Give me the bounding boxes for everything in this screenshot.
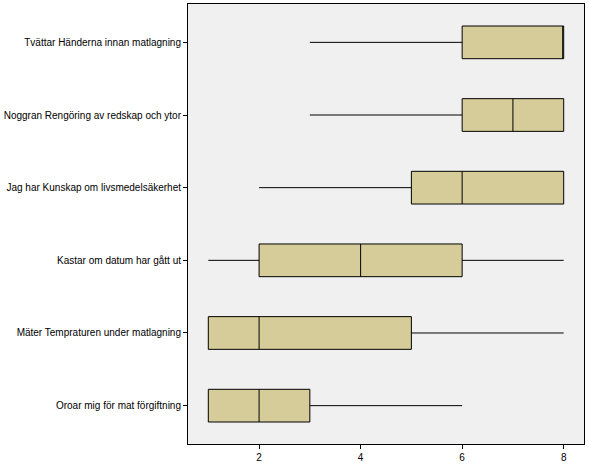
svg-text:4: 4 bbox=[358, 452, 364, 463]
svg-text:Mäter Tempraturen under matlag: Mäter Tempraturen under matlagning bbox=[17, 327, 181, 338]
svg-text:Jag har Kunskap om livsmedelsä: Jag har Kunskap om livsmedelsäkerhet bbox=[6, 182, 181, 193]
svg-text:2: 2 bbox=[256, 452, 262, 463]
svg-text:8: 8 bbox=[561, 452, 567, 463]
svg-text:Tvättar Händerna innan matlagn: Tvättar Händerna innan matlagning bbox=[24, 37, 181, 48]
svg-text:6: 6 bbox=[459, 452, 465, 463]
svg-text:Noggran Rengöring av redskap o: Noggran Rengöring av redskap och ytor bbox=[4, 110, 182, 121]
svg-text:Oroar mig för mat förgiftning: Oroar mig för mat förgiftning bbox=[56, 400, 181, 411]
svg-text:Kastar om datum har gått ut: Kastar om datum har gått ut bbox=[57, 255, 181, 266]
